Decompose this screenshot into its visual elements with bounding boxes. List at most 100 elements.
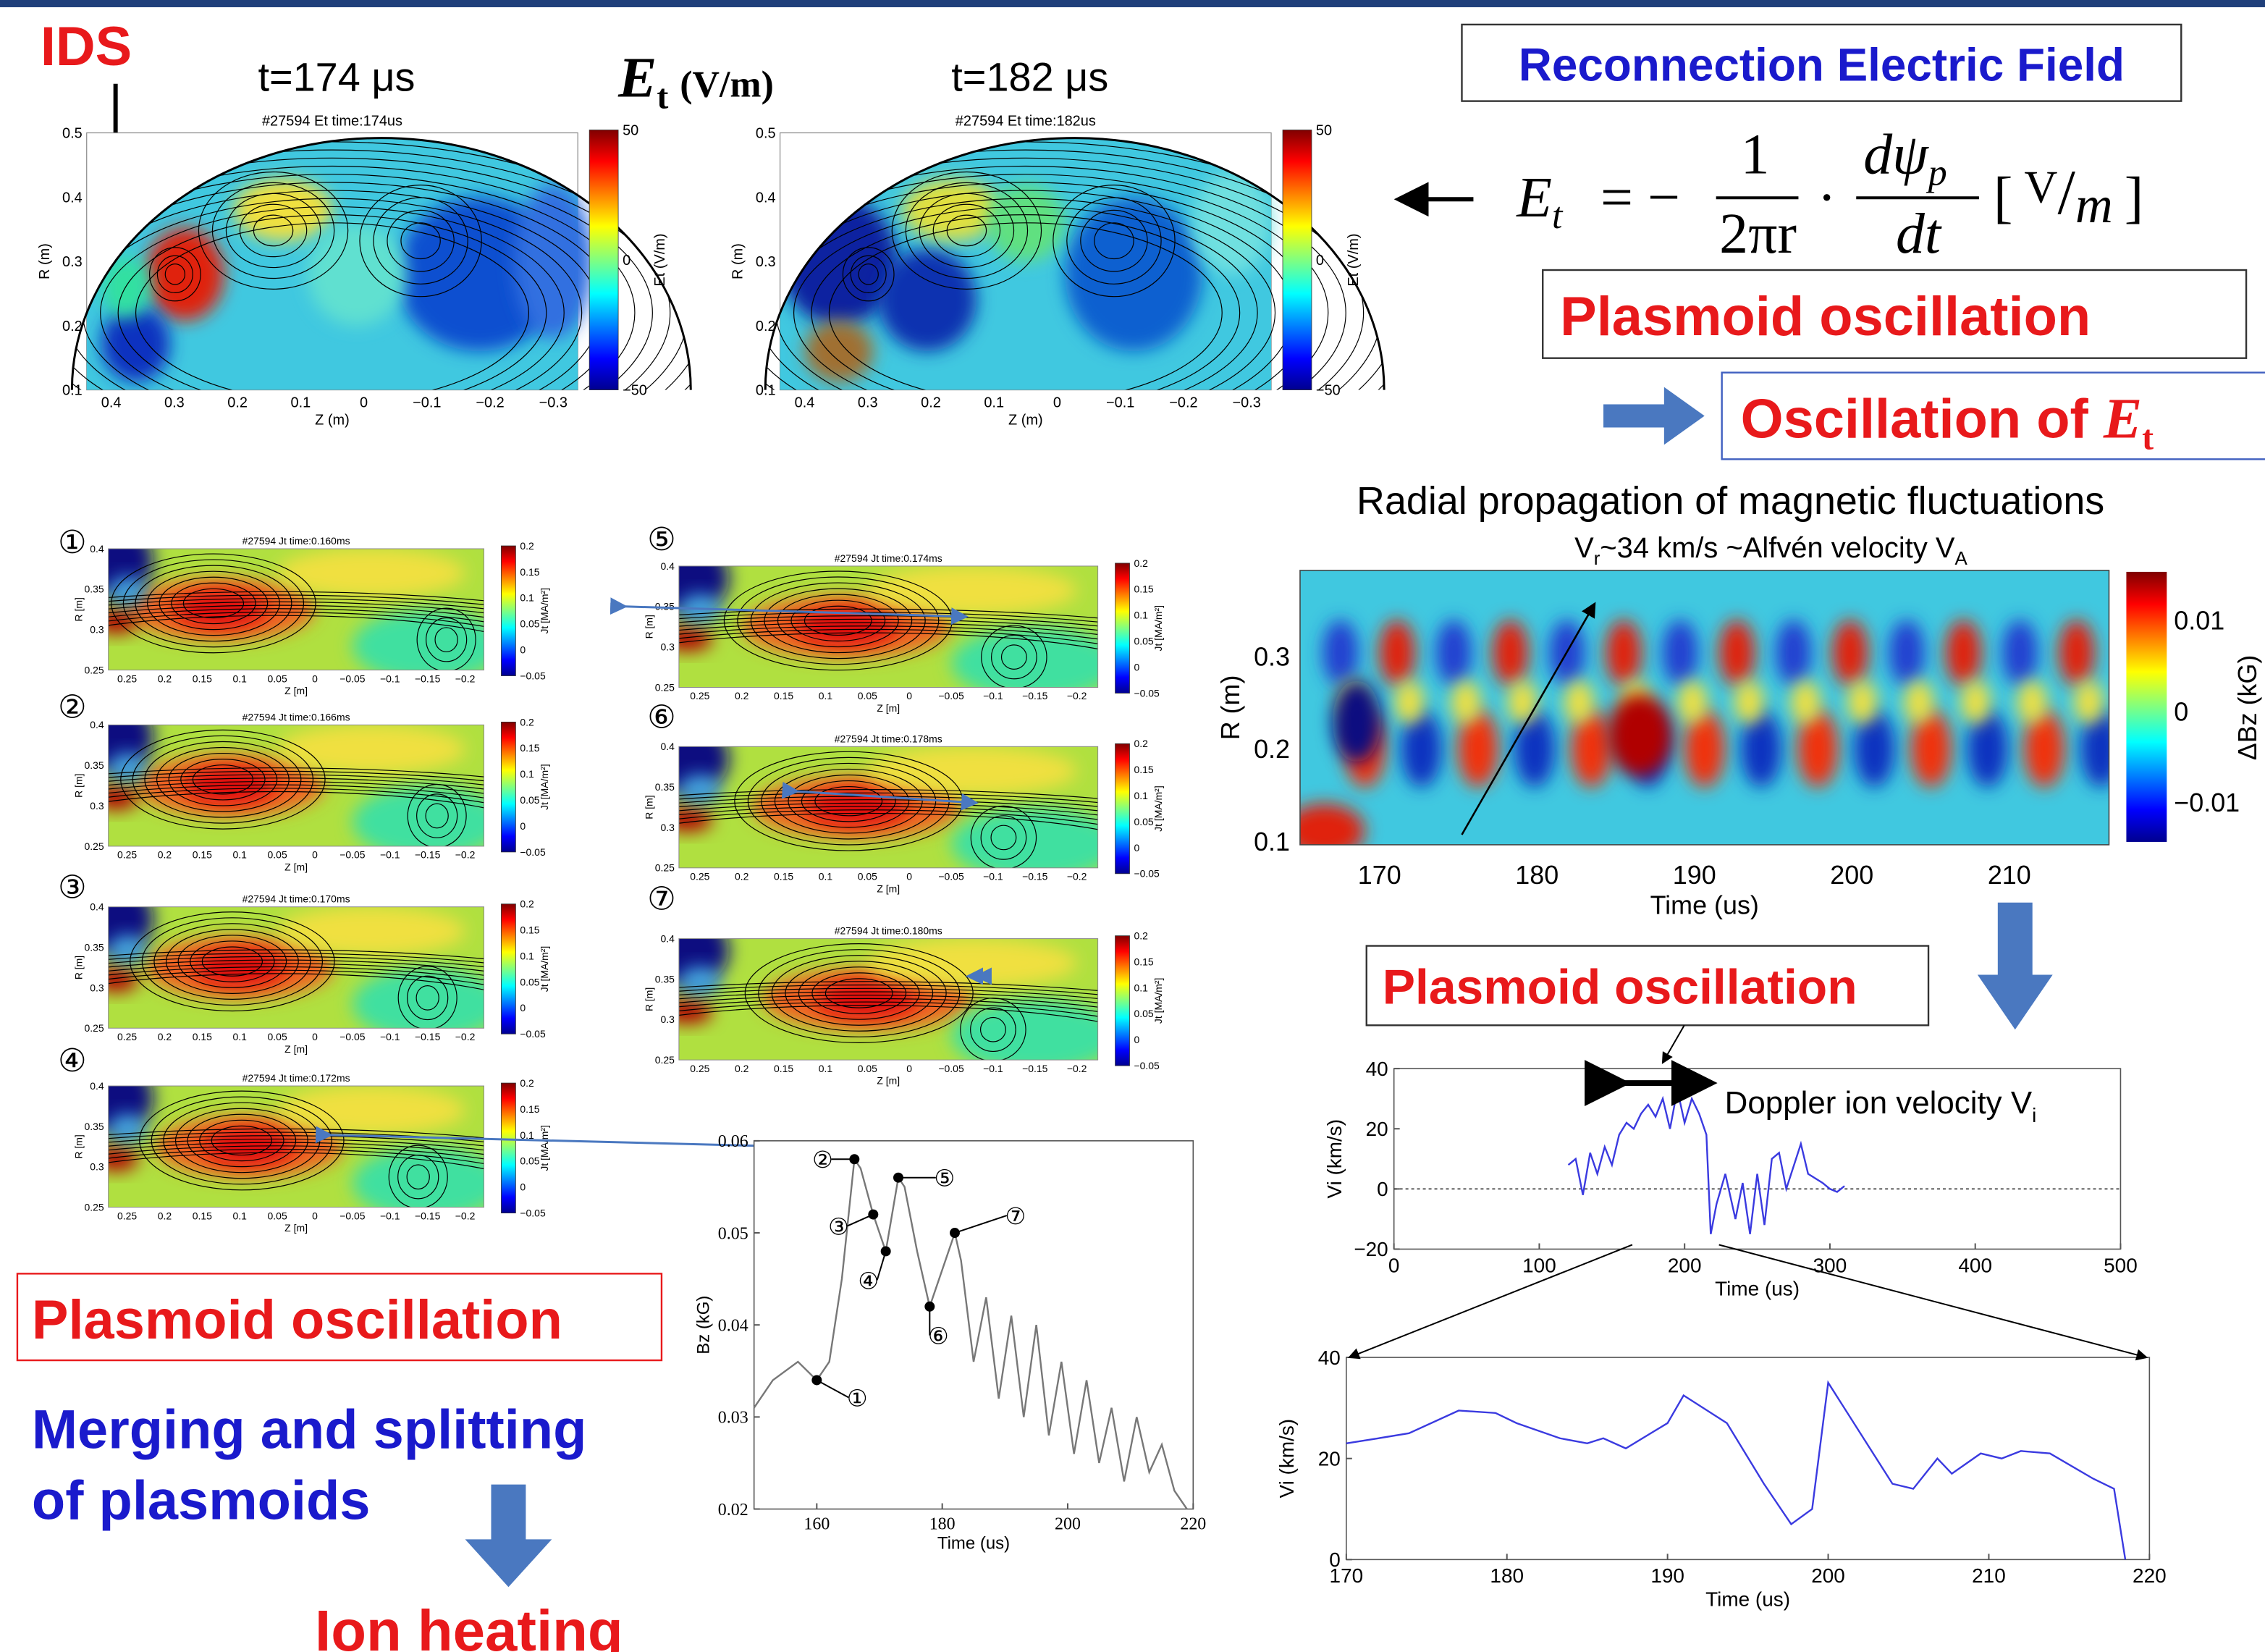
- panel-number: ⑥: [647, 699, 675, 735]
- y-tick-label: 0.3: [90, 982, 104, 993]
- x-tick-label: 0.25: [117, 1031, 137, 1042]
- heat-blob: [277, 1086, 465, 1134]
- marker-label: ⑤: [935, 1166, 956, 1192]
- heat-blob: [1663, 620, 1698, 686]
- y-tick-label: 0.3: [661, 822, 675, 833]
- x-tick-label: 0: [312, 1210, 318, 1221]
- x-tick-label: 0.15: [193, 673, 212, 684]
- x-tick-label: 0.1: [233, 673, 248, 684]
- x-tick-label: 170: [1358, 860, 1401, 890]
- x-tick-label: 0.25: [117, 673, 137, 684]
- y-tick-label: 0: [1377, 1178, 1388, 1200]
- heat-blob: [878, 248, 977, 351]
- x-tick-label: 220: [1180, 1514, 1206, 1533]
- x-tick-label: 0.1: [233, 1210, 248, 1221]
- colorbar-tick-label: −0.05: [520, 1207, 546, 1218]
- x-tick-label: 0.1: [233, 849, 248, 861]
- colorbar-tick-label: 0.1: [520, 950, 534, 961]
- heat-blob: [353, 610, 503, 683]
- colorbar-tick-label: −0.05: [520, 1028, 546, 1040]
- heat-blob: [1323, 620, 1358, 686]
- y-axis-label: R [m]: [72, 956, 84, 979]
- y-axis-label: Vi (km/s): [1275, 1419, 1298, 1499]
- page-body: IDSEt(V/m)t=174 μs#27594 Et time:174us0.…: [0, 0, 2265, 1652]
- heat-blob: [867, 566, 1076, 615]
- colorbar-tick-label: 0.1: [520, 592, 534, 604]
- colorbar-tick-label: 0.05: [1134, 1008, 1153, 1019]
- formula-unit-part: m: [2075, 176, 2113, 234]
- x-tick-label: −0.05: [339, 1031, 366, 1042]
- x-axis-label: Z [m]: [877, 702, 900, 714]
- heat-blob: [2017, 680, 2046, 725]
- formula-num2: dψp: [1863, 122, 1946, 193]
- y-tick-label: 0.25: [85, 1022, 104, 1034]
- x-tick-label: 220: [2133, 1564, 2167, 1587]
- heat-blob: [951, 807, 1118, 880]
- y-tick-label: 0.25: [85, 664, 104, 675]
- x-tick-label: 0.25: [690, 1063, 709, 1074]
- x-tick-label: −0.15: [1022, 871, 1048, 882]
- x-tick-label: 0.05: [268, 673, 287, 684]
- heat-blob: [1776, 620, 1811, 686]
- marker: [811, 1375, 822, 1386]
- heat-blob: [1395, 680, 1424, 725]
- x-tick-label: 0.25: [690, 871, 709, 882]
- y-tick-label: 0.2: [756, 319, 776, 334]
- x-tick-label: 0.1: [819, 690, 833, 701]
- zoom-line: [1719, 1244, 2147, 1357]
- colorbar-tick-label: 0.15: [520, 1103, 539, 1115]
- x-tick-label: −0.3: [539, 395, 568, 411]
- y-tick-label: 0.4: [661, 560, 675, 572]
- x-tick-label: 0.2: [735, 1063, 749, 1074]
- y-tick-label: 0.4: [756, 190, 776, 206]
- y-tick-label: 0.25: [85, 840, 104, 852]
- colorbar-tick-label: 0.1: [1134, 790, 1148, 801]
- x-tick-label: −0.1: [983, 690, 1003, 701]
- oscillation-text-part: Oscillation of: [1741, 388, 2104, 450]
- heat-blob: [1379, 620, 1414, 686]
- colorbar: [1283, 130, 1312, 390]
- colorbar-tick-label: 0.05: [520, 618, 539, 630]
- panel-number: ③: [58, 870, 86, 906]
- x-tick-label: −0.05: [938, 871, 964, 882]
- x-tick-label: −0.3: [1232, 395, 1260, 411]
- y-tick-label: 0.35: [655, 781, 675, 793]
- y-tick-label: 0.1: [62, 383, 83, 399]
- radial-note-part: V: [1574, 532, 1594, 564]
- y-tick-label: 20: [1318, 1447, 1341, 1470]
- x-tick-label: 200: [1055, 1514, 1081, 1533]
- y-axis-label: R [m]: [644, 795, 655, 819]
- heat-blob: [1065, 197, 1202, 351]
- colorbar: [501, 722, 515, 852]
- panel-title: #27594 Jt time:0.172ms: [242, 1072, 350, 1084]
- marker: [881, 1246, 891, 1256]
- x-tick-label: −0.2: [1169, 395, 1197, 411]
- x-axis-label: Z (m): [1008, 412, 1043, 428]
- merging-text: of plasmoids: [32, 1470, 371, 1531]
- x-tick-label: −0.15: [415, 1031, 441, 1042]
- x-tick-label: 0.2: [158, 1210, 172, 1221]
- colorbar-tick-label: 0: [520, 1181, 526, 1193]
- y-tick-label: 0.4: [661, 932, 675, 944]
- x-tick-label: 0.25: [117, 849, 137, 861]
- ion-heating-text: Ion heating: [315, 1598, 623, 1652]
- colorbar-tick-label: 0.15: [1134, 583, 1153, 595]
- vi-note: Doppler ion velocity Vi: [1725, 1085, 2037, 1126]
- y-tick-label: 0.4: [62, 190, 83, 206]
- y-tick-label: 0.35: [655, 973, 675, 985]
- x-axis-label: Z [m]: [284, 1043, 308, 1055]
- colorbar-tick-label: 0.05: [1134, 816, 1153, 827]
- heat-blob: [867, 939, 1076, 987]
- marker-label: ⑦: [1005, 1203, 1026, 1229]
- panel-title: #27594 Jt time:0.178ms: [835, 733, 942, 744]
- formula-unit-part: V: [2024, 161, 2057, 212]
- map-title: #27594 Et time:174us: [262, 114, 402, 130]
- x-tick-label: −0.15: [1022, 690, 1048, 701]
- heat-blob: [1333, 680, 1381, 763]
- x-tick-label: −0.05: [938, 1063, 964, 1074]
- x-tick-label: 0: [1388, 1254, 1400, 1276]
- colorbar-tick-label: 0.15: [520, 566, 539, 578]
- panel-title: #27594 Jt time:0.170ms: [242, 893, 350, 905]
- heat-blob: [1284, 804, 1365, 859]
- colorbar-tick-label: 0.2: [1134, 930, 1148, 941]
